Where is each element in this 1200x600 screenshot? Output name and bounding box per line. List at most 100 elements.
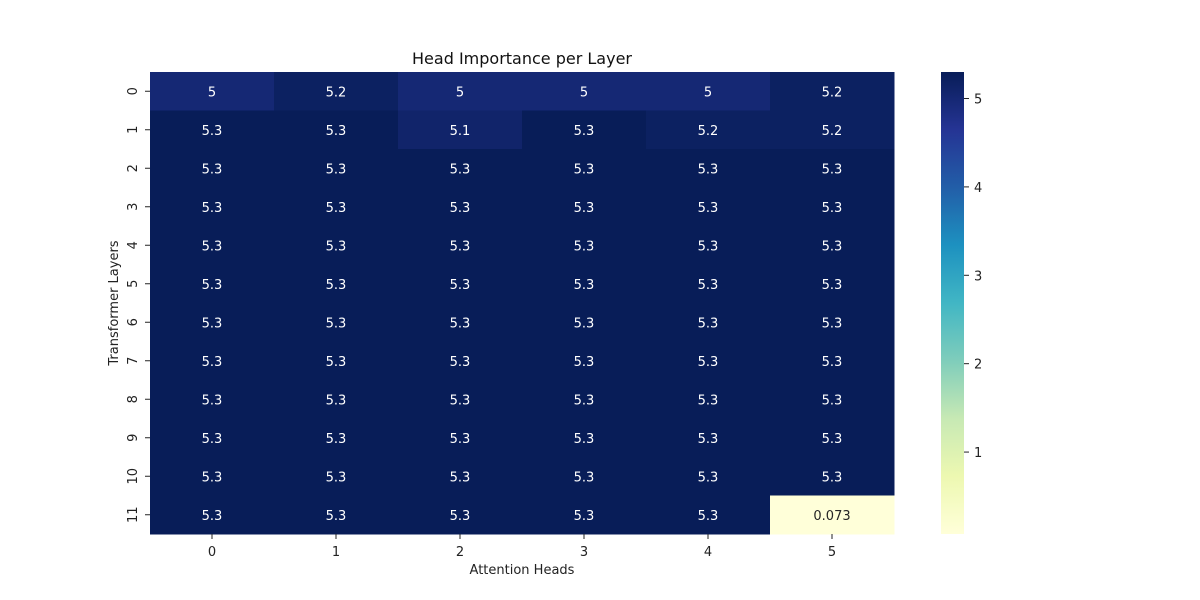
- colorbar-tick-label: 4: [974, 181, 982, 196]
- cell-annotation: 5.3: [202, 355, 223, 370]
- x-tick-label: 2: [456, 545, 464, 560]
- heatmap-cell: [646, 72, 771, 111]
- cell-annotation: 5.3: [698, 509, 719, 524]
- y-tick-label: 4: [126, 241, 141, 249]
- heatmap-cell: [398, 264, 523, 304]
- cell-annotation: 5: [580, 85, 588, 100]
- cell-annotation: 5.3: [326, 201, 347, 216]
- heatmap-cell: [770, 72, 895, 111]
- heatmap-cell: [646, 380, 771, 419]
- heatmap-cell: [770, 418, 895, 458]
- cell-annotation: 5.3: [574, 509, 595, 524]
- heatmap-cell: [398, 418, 523, 458]
- heatmap-cell: [522, 495, 647, 535]
- cell-annotation: 5.3: [202, 509, 223, 524]
- cell-annotation: 5.2: [326, 85, 347, 100]
- cell-annotation: 5.3: [822, 432, 843, 447]
- cell-annotation: 5.3: [202, 201, 223, 216]
- cell-annotation: 5.3: [326, 355, 347, 370]
- cell-annotation: 5.3: [574, 355, 595, 370]
- heatmap-cell: [398, 187, 523, 227]
- heatmap-cell: [646, 418, 771, 458]
- heatmap-cell: [522, 341, 647, 381]
- y-tick-label: 11: [126, 506, 141, 523]
- y-tick-label: 5: [126, 280, 141, 288]
- heatmap-cell: [274, 303, 399, 342]
- cell-annotation: 5.3: [574, 124, 595, 139]
- cell-annotation: 5.3: [202, 162, 223, 177]
- y-tick-label: 0: [126, 87, 141, 95]
- x-tick-label: 5: [828, 545, 836, 560]
- cell-annotation: 5.3: [822, 355, 843, 370]
- heatmap-cell: [150, 149, 275, 188]
- heatmap-cell: [274, 110, 399, 150]
- heatmap-cell: [770, 457, 895, 496]
- cell-annotation: 5.3: [326, 316, 347, 331]
- cell-annotation: 5.3: [698, 162, 719, 177]
- colorbar-ticks: 1 2 3 4 5: [964, 93, 982, 461]
- heatmap-cell: [150, 187, 275, 227]
- y-tick-label: 8: [126, 395, 141, 403]
- x-axis-ticks: 0 1 2 3 4 5: [208, 534, 836, 560]
- cell-annotation: 5: [208, 85, 216, 100]
- y-axis-ticks: 0 1 2 3 4 5 6 7 8 9 10 11: [126, 87, 150, 523]
- cell-annotation: 5.3: [202, 124, 223, 139]
- cell-annotation: 5.3: [822, 162, 843, 177]
- y-tick-label: 6: [126, 318, 141, 326]
- cell-annotation: 5.3: [326, 470, 347, 485]
- heatmap-cell: [770, 264, 895, 304]
- heatmap-cell: [646, 303, 771, 342]
- heatmap-cell: [274, 457, 399, 496]
- heatmap-cell: [522, 457, 647, 496]
- heatmap-cell: [522, 418, 647, 458]
- heatmap-cell: [274, 72, 399, 111]
- cell-annotation: 0.073: [813, 509, 850, 524]
- x-tick-label: 1: [332, 545, 340, 560]
- cell-annotation: 5: [456, 85, 464, 100]
- cell-annotation: 5.3: [698, 470, 719, 485]
- cell-annotation: 5.3: [822, 470, 843, 485]
- cell-annotation: 5.2: [698, 124, 719, 139]
- heatmap-cell: [522, 72, 647, 111]
- heatmap-cell: [646, 264, 771, 304]
- colorbar-tick-label: 2: [974, 358, 982, 373]
- x-tick-label: 0: [208, 545, 216, 560]
- cell-annotation: 5.3: [326, 124, 347, 139]
- y-tick-label: 7: [126, 357, 141, 365]
- y-tick-label: 9: [126, 434, 141, 442]
- heatmap-cell: [274, 341, 399, 381]
- cell-annotation: 5.3: [698, 355, 719, 370]
- heatmap-cell: [770, 149, 895, 188]
- x-axis-label: Attention Heads: [470, 563, 575, 578]
- heatmap-cell: [770, 341, 895, 381]
- heatmap-cell: [398, 72, 523, 111]
- cell-annotation: 5.3: [698, 239, 719, 254]
- cell-annotation: 5.3: [698, 432, 719, 447]
- heatmap-cell: [150, 341, 275, 381]
- heatmap-cell: [522, 380, 647, 419]
- heatmap-cell: [522, 110, 647, 150]
- cell-annotation: 5.3: [202, 393, 223, 408]
- heatmap-cell: [646, 495, 771, 535]
- cell-annotation: 5.3: [574, 393, 595, 408]
- cell-annotation: 5.3: [450, 432, 471, 447]
- heatmap-cell: [274, 187, 399, 227]
- chart-title: Head Importance per Layer: [412, 49, 632, 68]
- heatmap-cell: [150, 264, 275, 304]
- y-tick-label: 3: [126, 203, 141, 211]
- heatmap-cell: [150, 418, 275, 458]
- colorbar: [941, 72, 964, 534]
- heatmap-cell: [646, 110, 771, 150]
- heatmap-cell: [646, 457, 771, 496]
- heatmap-cell: [398, 226, 523, 265]
- heatmap-cell: [150, 110, 275, 150]
- heatmap-cell: [646, 341, 771, 381]
- cell-annotation: 5.3: [698, 278, 719, 293]
- heatmap-cell: [522, 226, 647, 265]
- cell-annotation: 5.3: [574, 432, 595, 447]
- cell-annotation: 5.1: [450, 124, 471, 139]
- cell-annotation: 5.3: [450, 201, 471, 216]
- y-tick-label: 2: [126, 164, 141, 172]
